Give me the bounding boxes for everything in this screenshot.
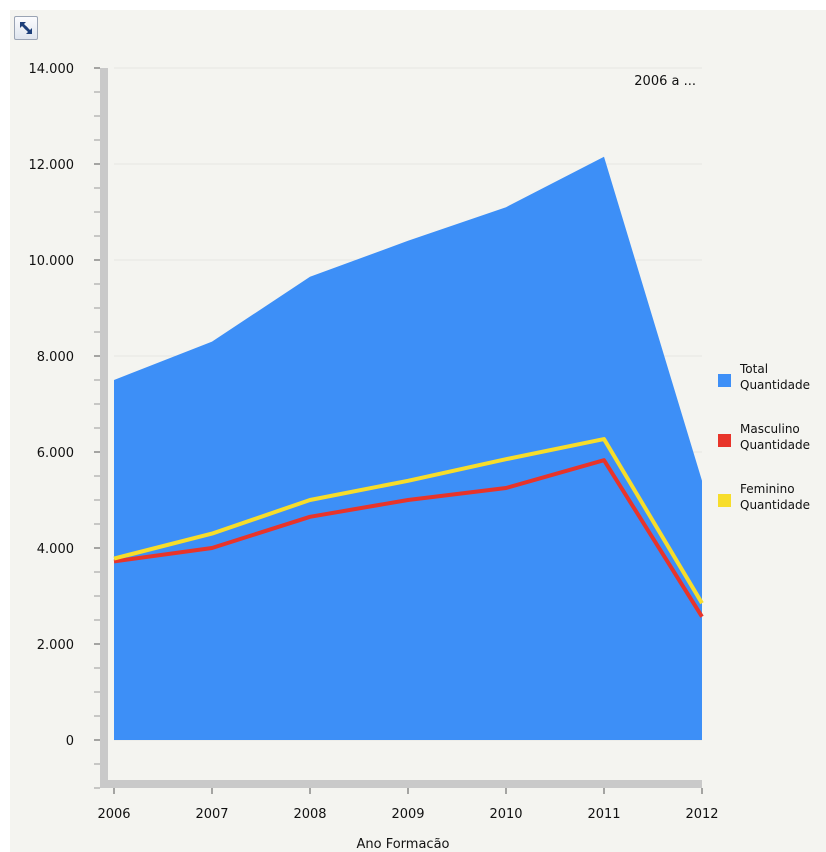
x-tick-label: 2006 [97, 807, 130, 822]
legend-swatch-1 [718, 434, 731, 447]
legend-label-0: Total [739, 362, 768, 376]
y-tick-label: 8.000 [37, 350, 74, 365]
area-total-quantidade [114, 156, 702, 741]
y-axis-bar [100, 68, 108, 780]
legend-swatch-2 [718, 494, 731, 507]
x-tick-label: 2009 [391, 807, 424, 822]
x-tick-label: 2011 [587, 807, 620, 822]
y-tick-label: 12.000 [29, 158, 75, 173]
collapse-expand-icon [20, 22, 32, 34]
chart-frame: 0 2.000 4.000 6.000 8.000 10.000 12.000 14.000 2… [10, 10, 826, 852]
y-tick-label: 14.000 [29, 62, 75, 77]
line-masculino-quantidade [113, 458, 704, 618]
legend-label-0: Quantidade [740, 378, 810, 392]
chart: 0 2.000 4.000 6.000 8.000 10.000 12.000 14.000 2… [10, 10, 826, 852]
line-feminino-quantidade [113, 437, 704, 605]
legend-label-1: Masculino [740, 422, 800, 436]
legend-swatch-0 [718, 374, 731, 387]
y-tick-label: 0 [66, 734, 74, 749]
legend-label-2: Feminino [740, 482, 795, 496]
y-tick-label: 2.000 [37, 638, 74, 653]
x-axis-bar [100, 780, 702, 788]
legend-label-1: Quantidade [740, 438, 810, 452]
chart-title: 2006 a ... [634, 74, 696, 89]
x-axis-label: Ano Formacão [357, 837, 450, 852]
x-tick-label: 2012 [685, 807, 718, 822]
x-tick-label: 2010 [489, 807, 522, 822]
toggle-panel-button[interactable] [14, 16, 38, 40]
x-tick-label: 2007 [195, 807, 228, 822]
legend-label-2: Quantidade [740, 498, 810, 512]
legend: Total Quantidade Masculino Quantidade Femini… [718, 362, 810, 512]
y-tick-label: 6.000 [37, 446, 74, 461]
y-tick-label: 4.000 [37, 542, 74, 557]
x-tick-label: 2008 [293, 807, 326, 822]
y-tick-label: 10.000 [29, 254, 75, 269]
